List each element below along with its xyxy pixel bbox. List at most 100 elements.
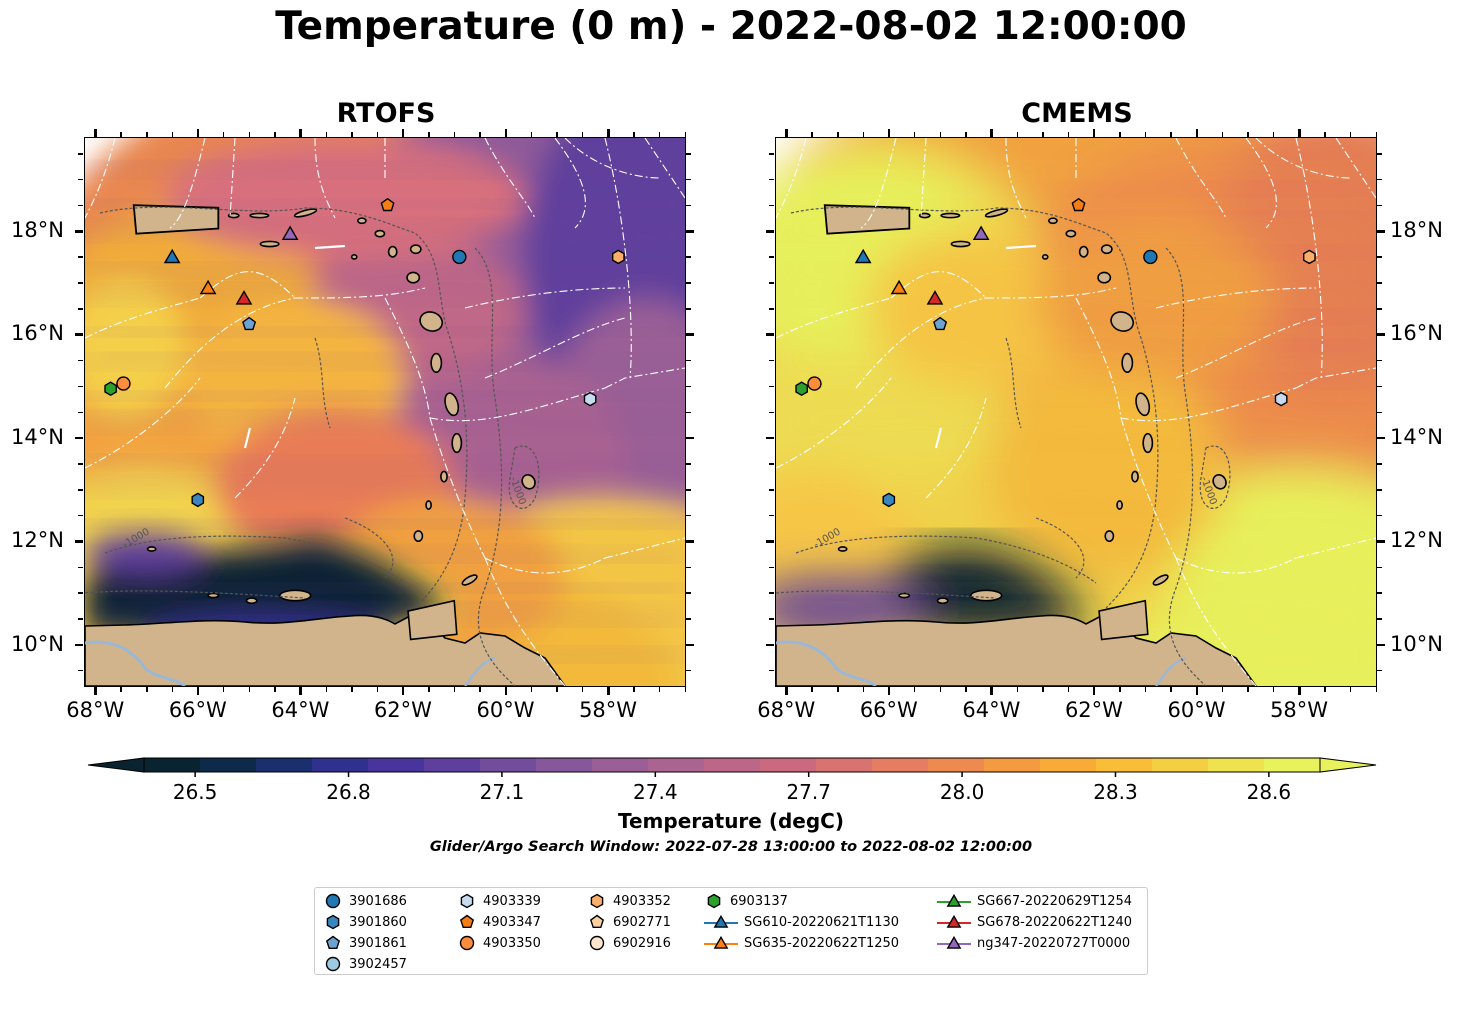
argo-legend-icon bbox=[325, 956, 341, 972]
argo-marker-3901860[interactable] bbox=[191, 492, 205, 508]
argo-legend-marker[interactable] bbox=[590, 893, 604, 909]
lat-minor-tick bbox=[769, 153, 774, 155]
legend-item: 3901860 bbox=[323, 912, 407, 932]
colorbar-tick-label: 27.7 bbox=[786, 780, 831, 804]
legend-label: SG667-20220629T1254 bbox=[977, 893, 1133, 909]
glider-marker-SG635-20220622T1250[interactable] bbox=[199, 279, 217, 295]
argo-marker-6903137[interactable] bbox=[104, 381, 117, 397]
legend-label: ng347-20220727T0000 bbox=[977, 935, 1131, 951]
glider-legend-marker[interactable] bbox=[946, 914, 962, 928]
argo-marker-4903350[interactable] bbox=[116, 376, 131, 391]
colorbar-bin bbox=[200, 758, 257, 772]
platform-markers bbox=[795, 197, 1316, 508]
legend-label: 4903352 bbox=[613, 893, 671, 909]
lat-minor-tick bbox=[769, 566, 774, 569]
lat-minor-tick bbox=[78, 618, 83, 620]
island bbox=[1097, 271, 1112, 284]
south-america-land bbox=[85, 614, 566, 686]
colorbar-bin bbox=[1264, 758, 1321, 772]
colorbar-bin bbox=[648, 758, 705, 772]
argo-marker-3901686[interactable] bbox=[452, 249, 467, 265]
glider-marker-SG635-20220622T1250[interactable] bbox=[890, 279, 908, 295]
map-panel-cmems[interactable]: -1000 -1000 bbox=[775, 137, 1377, 687]
lon-minor-tick bbox=[913, 132, 916, 137]
lat-tick-mark bbox=[75, 540, 83, 543]
argo-marker-3901860[interactable] bbox=[882, 492, 896, 508]
argo-legend-marker[interactable] bbox=[707, 893, 721, 909]
glider-legend-icon bbox=[704, 935, 738, 949]
lat-tick-mark bbox=[75, 333, 83, 336]
island bbox=[293, 208, 318, 218]
lat-minor-tick bbox=[686, 411, 691, 413]
lon-tick-mark bbox=[785, 129, 788, 137]
glider-legend-marker[interactable] bbox=[713, 935, 729, 949]
argo-marker-4903352[interactable] bbox=[1303, 249, 1316, 265]
lon-minor-tick bbox=[120, 132, 122, 137]
argo-marker-4903339[interactable] bbox=[583, 391, 597, 407]
argo-marker-4903350[interactable] bbox=[807, 376, 822, 391]
colorbar-bin bbox=[704, 758, 761, 772]
lon-tick-mark bbox=[401, 687, 405, 695]
lon-minor-tick bbox=[428, 687, 430, 692]
argo-legend-marker[interactable] bbox=[459, 935, 475, 951]
argo-marker-3901686[interactable] bbox=[1143, 249, 1158, 265]
lon-minor-tick bbox=[1119, 687, 1121, 692]
argo-legend-marker[interactable] bbox=[589, 914, 605, 929]
lon-tick-label: 68°W bbox=[757, 698, 816, 722]
argo-marker-4903347[interactable] bbox=[1071, 197, 1086, 212]
glider-marker-SG610-20220621T1130[interactable] bbox=[854, 248, 872, 264]
legend-item: 3901686 bbox=[323, 891, 407, 911]
argo-marker-4903347[interactable] bbox=[380, 197, 395, 212]
argo-legend-marker[interactable] bbox=[589, 935, 605, 951]
lon-tick-mark bbox=[990, 687, 993, 695]
lon-tick-mark bbox=[504, 687, 507, 695]
glider-marker-ng347-20220727T0000[interactable] bbox=[281, 225, 299, 241]
glider-marker-SG610-20220621T1130[interactable] bbox=[163, 248, 181, 264]
south-america-land bbox=[776, 614, 1257, 686]
argo-marker-6903137[interactable] bbox=[795, 381, 808, 397]
glider-marker-SG678-20220622T1240[interactable] bbox=[926, 290, 944, 305]
glider-marker-ng347-20220727T0000[interactable] bbox=[972, 225, 990, 241]
island bbox=[419, 311, 444, 332]
argo-marker-3901861[interactable] bbox=[933, 316, 948, 331]
glider-legend-icon bbox=[937, 893, 971, 907]
lon-minor-tick bbox=[376, 132, 379, 137]
island bbox=[440, 470, 448, 483]
legend-label: 4903350 bbox=[483, 935, 541, 951]
colorbar-bin bbox=[144, 758, 201, 772]
glider-legend-marker[interactable] bbox=[946, 893, 962, 907]
glider-marker-SG678-20220622T1240[interactable] bbox=[235, 290, 253, 305]
argo-legend-icon bbox=[459, 935, 475, 951]
lon-minor-tick bbox=[862, 687, 865, 692]
lon-minor-tick bbox=[325, 687, 328, 692]
legend-item: 6902771 bbox=[587, 912, 671, 932]
argo-legend-marker[interactable] bbox=[459, 914, 475, 929]
colorbar-label: Temperature (degC) bbox=[618, 809, 844, 833]
lat-tick-mark bbox=[1377, 333, 1385, 336]
lat-minor-tick bbox=[769, 514, 774, 517]
colorbar-bin bbox=[312, 758, 369, 772]
argo-legend-marker[interactable] bbox=[326, 914, 340, 930]
island bbox=[425, 500, 432, 510]
lat-minor-tick bbox=[686, 282, 691, 284]
argo-legend-marker[interactable] bbox=[325, 893, 341, 909]
argo-marker-3901861[interactable] bbox=[242, 316, 257, 331]
argo-marker-4903352[interactable] bbox=[612, 249, 625, 265]
argo-legend-marker[interactable] bbox=[460, 893, 474, 909]
lon-minor-tick bbox=[556, 132, 558, 137]
glider-legend-marker[interactable] bbox=[713, 914, 729, 928]
lon-minor-tick bbox=[1349, 687, 1352, 692]
map-panel-rtofs[interactable]: -1000 -1000 bbox=[84, 137, 686, 687]
argo-legend-marker[interactable] bbox=[325, 935, 341, 950]
lon-tick-mark bbox=[299, 687, 302, 695]
lat-tick-label: 16°N bbox=[1390, 321, 1443, 346]
lon-minor-tick bbox=[479, 687, 481, 692]
lat-minor-tick bbox=[1377, 359, 1382, 362]
lat-minor-tick bbox=[686, 463, 691, 465]
argo-marker-4903339[interactable] bbox=[1274, 391, 1288, 407]
island bbox=[350, 254, 358, 260]
lat-minor-tick bbox=[78, 282, 83, 284]
eez-boundaries bbox=[776, 138, 1376, 686]
glider-legend-marker[interactable] bbox=[946, 935, 962, 949]
argo-legend-marker[interactable] bbox=[325, 956, 341, 972]
